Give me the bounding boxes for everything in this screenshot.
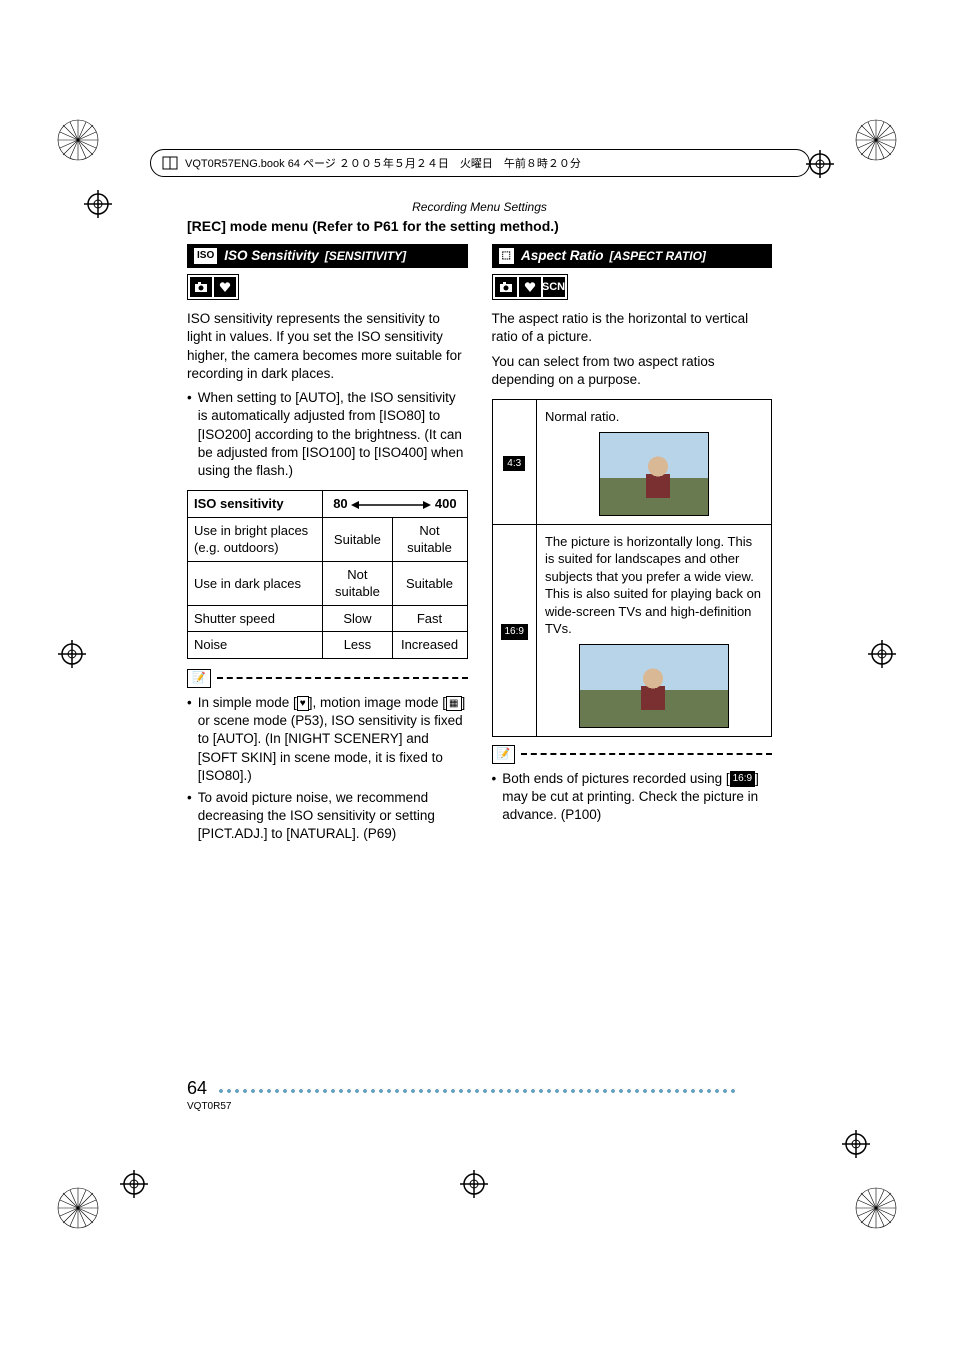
ratio-badge-43: 4:3 — [503, 456, 525, 472]
iso-range-high: 400 — [435, 496, 457, 511]
iso-note2-text: To avoid picture noise, we recommend dec… — [198, 789, 468, 844]
reg-mark-right-mid — [868, 640, 896, 668]
iso-note1-mid1: ], motion image mode [ — [309, 695, 446, 710]
aspect-intro1: The aspect ratio is the horizontal to ve… — [492, 310, 773, 346]
aspect-row-43: 4:3 Normal ratio. — [492, 400, 772, 525]
section-category: Recording Menu Settings — [187, 200, 772, 214]
iso-range-low: 80 — [333, 496, 347, 511]
sample-image-169 — [579, 644, 729, 728]
ratio-inline-icon: 16:9 — [730, 771, 755, 787]
dashes — [217, 677, 468, 679]
table-row: Use in dark placesNot suitableSuitable — [188, 561, 468, 605]
footer-dotline — [217, 1088, 737, 1094]
note-icon: 📝 — [492, 745, 516, 764]
reg-mark-br2 — [842, 1130, 870, 1158]
aspect-mode-icons: SCN — [492, 274, 568, 300]
iso-mode-icons — [187, 274, 239, 300]
iso-bullet-auto-text: When setting to [AUTO], the ISO sensitiv… — [198, 389, 468, 480]
radial-mark-bl — [56, 1186, 100, 1230]
aspect-subtitle: [ASPECT RATIO] — [609, 248, 705, 264]
iso-subtitle: [SENSITIVITY] — [325, 248, 406, 264]
aspect-row-169: 16:9 The picture is horizontally long. T… — [492, 524, 772, 736]
page-content: Recording Menu Settings [REC] mode menu … — [187, 200, 772, 848]
iso-title: ISO Sensitivity — [224, 247, 319, 265]
heart-icon: ♥ — [297, 696, 309, 712]
aspect-note-pre: Both ends of pictures recorded using [ — [502, 771, 729, 786]
mode-icon-camera — [495, 277, 517, 297]
aspect-title: Aspect Ratio — [521, 247, 604, 265]
iso-note-divider: 📝 — [187, 669, 468, 688]
mode-icon-camera — [190, 277, 212, 297]
aspect-intro2: You can select from two aspect ratios de… — [492, 353, 773, 389]
aspect-note: • Both ends of pictures recorded using [… — [492, 770, 773, 825]
book-icon — [161, 154, 179, 172]
rec-mode-line: [REC] mode menu (Refer to P61 for the se… — [187, 218, 772, 234]
table-row: NoiseLessIncreased — [188, 632, 468, 659]
table-row: Use in bright places (e.g. outdoors)Suit… — [188, 517, 468, 561]
ratio-badge-169: 16:9 — [501, 624, 528, 640]
reg-mark-left-mid — [58, 640, 86, 668]
aspect-43-text: Normal ratio. — [545, 408, 763, 426]
aspect-icon: ⬚ — [498, 247, 515, 265]
page-footer: 64 VQT0R57 — [187, 1078, 737, 1112]
note-icon: 📝 — [187, 669, 211, 688]
page-code: VQT0R57 — [187, 1101, 737, 1112]
reg-mark-bl2 — [120, 1170, 148, 1198]
iso-icon: ISO — [193, 247, 218, 265]
reg-mark-left-top — [84, 190, 112, 218]
mode-icon-scn: SCN — [543, 277, 565, 297]
radial-mark-br — [854, 1186, 898, 1230]
motion-icon: ▦ — [446, 696, 461, 712]
iso-note1: • In simple mode [♥], motion image mode … — [187, 694, 468, 785]
mode-icon-heart — [214, 277, 236, 297]
right-column: ⬚ Aspect Ratio [ASPECT RATIO] SCN The as… — [492, 244, 773, 848]
radial-mark-tr — [854, 118, 898, 162]
aspect-169-text: The picture is horizontally long. This i… — [545, 533, 763, 638]
page-number: 64 — [187, 1078, 207, 1099]
aspect-note-divider: 📝 — [492, 745, 773, 764]
reg-mark-top — [806, 150, 834, 178]
iso-th-range: 80 400 — [323, 491, 467, 518]
iso-note1-pre: In simple mode [ — [198, 695, 297, 710]
iso-intro: ISO sensitivity represents the sensitivi… — [187, 310, 468, 383]
bullet-dot: • — [187, 389, 192, 480]
left-column: ISO ISO Sensitivity [SENSITIVITY] ISO se… — [187, 244, 468, 848]
iso-note2: • To avoid picture noise, we recommend d… — [187, 789, 468, 844]
reg-mark-bc — [460, 1170, 488, 1198]
iso-bullet-auto: • When setting to [AUTO], the ISO sensit… — [187, 389, 468, 480]
aspect-table: 4:3 Normal ratio. 16:9 The picture is ho… — [492, 399, 773, 737]
iso-th-0: ISO sensitivity — [188, 491, 323, 518]
sample-image-43 — [599, 432, 709, 516]
dashes — [521, 753, 772, 755]
mode-icon-heart — [519, 277, 541, 297]
book-header-text: VQT0R57ENG.book 64 ページ ２００５年５月２４日 火曜日 午前… — [185, 155, 581, 171]
radial-mark-tl — [56, 118, 100, 162]
aspect-header: ⬚ Aspect Ratio [ASPECT RATIO] — [492, 244, 773, 268]
iso-header: ISO ISO Sensitivity [SENSITIVITY] — [187, 244, 468, 268]
book-header: VQT0R57ENG.book 64 ページ ２００５年５月２４日 火曜日 午前… — [150, 149, 810, 177]
iso-table: ISO sensitivity 80 400 Use in bright pla… — [187, 490, 468, 659]
table-row: Shutter speedSlowFast — [188, 605, 468, 632]
